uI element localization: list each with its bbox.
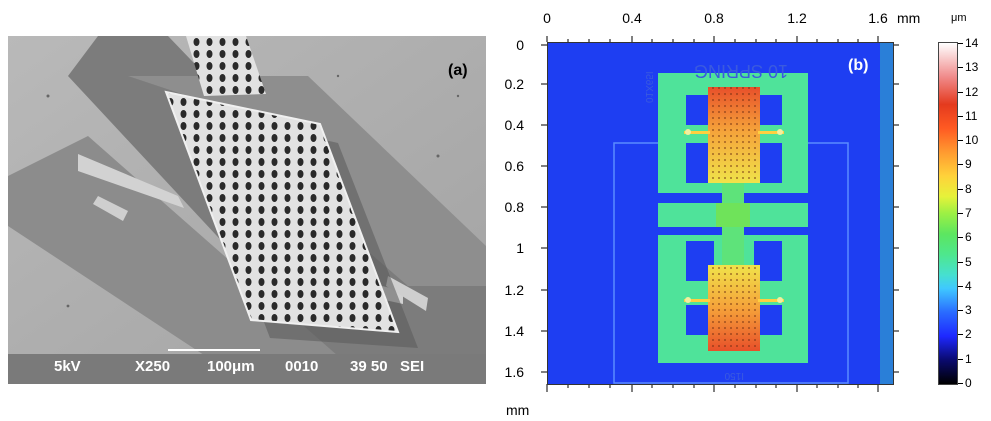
- y-tick-label: 1: [516, 240, 524, 256]
- height-map-image: 10 SPRING 01X65I I150: [548, 43, 893, 384]
- y-axis-unit: mm: [506, 402, 530, 418]
- sem-image: [8, 36, 486, 384]
- engraved-text-side: 01X65I: [643, 71, 654, 103]
- colorbar-tick-label: 6: [965, 230, 972, 245]
- colorbar-tick-label: 3: [965, 303, 972, 318]
- colorbar-tick: [958, 115, 963, 117]
- colorbar-tick: [958, 285, 963, 287]
- x-tick-label: 0: [543, 10, 551, 26]
- magnification-text: X250: [135, 358, 171, 375]
- colorbar-tick-label: 14: [965, 36, 979, 50]
- colorbar-tick-label: 0: [965, 376, 972, 390]
- y-tick-label: 0.8: [504, 199, 524, 215]
- colorbar-tick: [958, 43, 963, 44]
- x-tick-label: 0.8: [704, 10, 724, 26]
- colorbar-tick-label: 5: [965, 254, 972, 269]
- colorbar: [938, 42, 958, 385]
- y-tick-label: 1.2: [504, 282, 524, 298]
- colorbar-tick-label: 12: [965, 84, 979, 99]
- panel-b-label: (b): [848, 57, 869, 74]
- colorbar-tick-label: 13: [965, 60, 979, 75]
- colorbar-tick-label: 7: [965, 206, 972, 220]
- x-tick-label: 0.4: [622, 10, 642, 26]
- y-tick-label: 0.2: [504, 76, 524, 92]
- colorbar-tick-label: 2: [965, 327, 972, 342]
- y-tick-label: 1.6: [504, 364, 524, 380]
- colorbar-tick: [958, 237, 963, 239]
- sem-micrograph: (a) 5kV X250 100μm 0010 39 50 SEI: [8, 36, 486, 384]
- y-tick-label: 0.4: [504, 117, 524, 133]
- colorbar-tick: [958, 334, 963, 336]
- scale-text: 100μm: [207, 358, 255, 375]
- colorbar-tick: [958, 213, 963, 214]
- engraved-text-top: 10 SPRING: [694, 61, 788, 81]
- sem-info-bar: 5kV X250 100μm 0010 39 50 SEI: [8, 358, 486, 378]
- x-tick-label: 1.6: [868, 10, 888, 26]
- image-number-text: 0010: [285, 358, 319, 375]
- colorbar-tick-label: 8: [965, 181, 972, 196]
- colorbar-tick: [958, 261, 963, 263]
- working-distance-text: 39 50: [350, 358, 388, 375]
- panel-a-label: (a): [448, 62, 468, 79]
- colorbar-tick-label: 11: [965, 108, 978, 123]
- scale-bar: [168, 349, 260, 351]
- y-tick-label: 1.4: [504, 323, 524, 339]
- x-tick-label: 1.2: [787, 10, 807, 26]
- y-tick-label: 0.6: [504, 158, 524, 174]
- colorbar-tick-label: 1: [965, 351, 972, 366]
- colorbar-tick: [958, 164, 963, 166]
- engraved-text-bottom: I150: [724, 370, 744, 381]
- colorbar-tick: [958, 91, 963, 93]
- colorbar-tick: [958, 140, 963, 142]
- voltage-text: 5kV: [54, 358, 81, 375]
- colorbar-tick: [958, 310, 963, 312]
- height-map: 10 SPRING 01X65I I150: [547, 42, 894, 385]
- colorbar-tick: [958, 67, 963, 69]
- y-tick-label: 0: [516, 37, 524, 53]
- x-axis-unit: mm: [897, 10, 921, 26]
- colorbar-tick: [958, 358, 963, 360]
- colorbar-unit: μm: [951, 12, 967, 24]
- colorbar-tick: [958, 188, 963, 190]
- colorbar-tick-label: 9: [965, 157, 972, 172]
- detector-text: SEI: [400, 358, 425, 375]
- colorbar-tick: [958, 383, 963, 384]
- colorbar-tick-label: 10: [965, 133, 979, 148]
- colorbar-tick-label: 4: [965, 278, 972, 293]
